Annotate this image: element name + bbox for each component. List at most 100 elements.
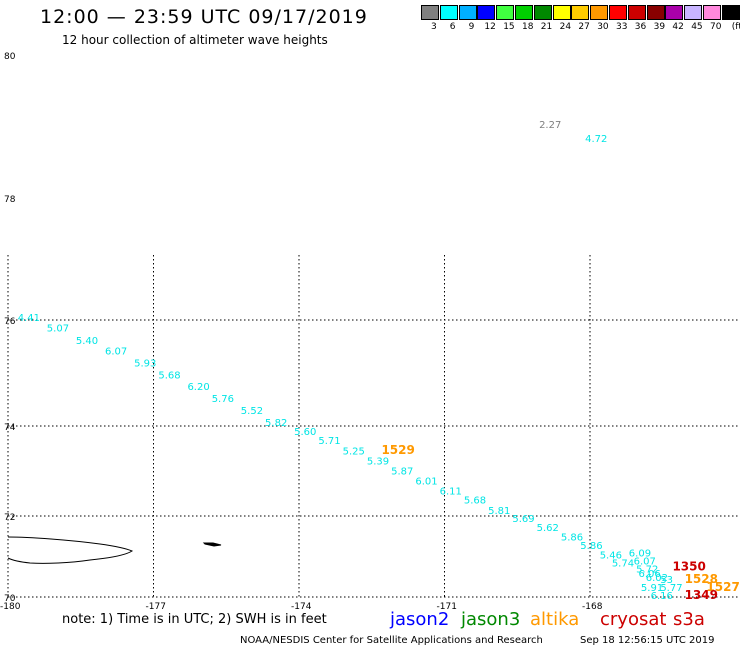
lat-tick-label: 74: [4, 423, 16, 433]
color-scale-label: 15: [503, 22, 515, 32]
swh-value-label: 2.27: [539, 120, 561, 131]
swh-value-label: 5.86: [561, 532, 583, 543]
color-swatch: [552, 5, 571, 20]
color-swatch: [646, 5, 665, 20]
lon-tick-label: -168: [582, 602, 603, 612]
color-swatch: [496, 5, 515, 20]
color-scale-label: 18: [522, 22, 534, 32]
color-swatch: [477, 5, 496, 20]
color-swatch: [533, 5, 552, 20]
legend-altika: altika: [530, 609, 580, 630]
color-swatch: [665, 5, 684, 20]
swh-value-label: 6.09: [629, 549, 651, 560]
lon-tick-label: -171: [437, 602, 457, 612]
color-swatch: [684, 5, 703, 20]
swh-value-label: 5.82: [265, 418, 287, 429]
swh-value-label: 5.81: [488, 506, 510, 517]
color-scale-label: 30: [597, 22, 609, 32]
swh-value-label: 6.01: [415, 477, 437, 488]
lat-tick-label: 76: [4, 317, 16, 327]
swh-value-label: 5.74: [612, 559, 634, 570]
swh-value-label: 5.69: [512, 514, 534, 525]
color-swatch: [439, 5, 458, 20]
swh-value-label: 5.60: [294, 427, 316, 438]
lat-tick-label: 70: [4, 594, 16, 604]
color-scale-label: 42: [672, 22, 684, 32]
color-swatch: [421, 5, 439, 20]
color-scale-label: 70: [710, 22, 722, 32]
swh-value-label: 6.07: [105, 346, 127, 357]
color-scale-label: 3: [431, 22, 437, 32]
color-scale-unit: (ft): [731, 22, 740, 32]
swh-value-label: 5.72: [636, 565, 658, 576]
legend-s3a: s3a: [673, 609, 705, 630]
swh-value-label: 5.93: [134, 359, 156, 370]
color-scale-label: 6: [449, 22, 456, 32]
lat-tick-label: 72: [4, 513, 15, 523]
lon-tick-label: -177: [146, 602, 166, 612]
color-scale-label: 12: [484, 22, 496, 32]
swh-value-label: 5.46: [600, 551, 622, 562]
legend-jason3: jason3: [461, 609, 521, 630]
color-scale-label: 36: [634, 22, 647, 32]
swh-value-label: 5.87: [391, 467, 413, 478]
pass-time-label: 1529: [381, 443, 414, 457]
color-swatch: [721, 5, 740, 20]
swh-value-label: 6.07: [634, 557, 656, 568]
color-scale-label: 45: [691, 22, 703, 32]
page-title: 12:00 — 23:59 UTC 09/17/2019: [40, 6, 368, 28]
swh-value-label: 5.25: [343, 446, 365, 457]
footer-timestamp: Sep 18 12:56:15 UTC 2019: [580, 635, 715, 646]
color-scale-label: 39: [653, 22, 666, 32]
pass-time-label: 1527: [706, 580, 739, 594]
color-swatch: [514, 5, 533, 20]
swh-value-label: 6.11: [440, 486, 462, 497]
swh-value-label: 5.71: [318, 436, 340, 447]
lat-tick-label: 80: [4, 52, 16, 62]
color-scale-label: 24: [559, 22, 572, 32]
swh-value-label: 6.20: [187, 382, 209, 393]
swh-value-label: 5.68: [464, 495, 486, 506]
color-scale-label: 9: [468, 22, 475, 32]
pass-time-label: 1528: [685, 572, 718, 586]
color-scale-label: 33: [616, 22, 628, 32]
note-text: note: 1) Time is in UTC; 2) SWH is in fe…: [62, 612, 327, 627]
swh-value-label: 5.91: [641, 583, 663, 594]
swh-value-label: 53: [660, 575, 673, 586]
color-swatch: [702, 5, 721, 20]
island: [202, 542, 222, 547]
pass-time-label: 1350: [672, 560, 705, 574]
swh-value-label: 4.72: [585, 134, 607, 145]
lat-tick-label: 78: [4, 195, 16, 205]
swh-value-label: 5.52: [241, 406, 263, 417]
color-swatch: [458, 5, 477, 20]
footer-credit: NOAA/NESDIS Center for Satellite Applica…: [240, 635, 543, 646]
swh-value-label: 5.77: [660, 583, 682, 594]
swh-value-label: 5.40: [76, 336, 98, 347]
lon-tick-label: -174: [291, 602, 312, 612]
coastline: [7, 536, 133, 564]
page-subtitle: 12 hour collection of altimeter wave hei…: [62, 33, 328, 47]
swh-value-label: 6.16: [651, 591, 673, 602]
color-swatch: [608, 5, 627, 20]
swh-value-label: 5.76: [212, 394, 234, 405]
swh-value-label: 6.02: [646, 573, 668, 584]
lon-tick-label: -180: [0, 602, 21, 612]
color-scale-label: 21: [540, 22, 553, 32]
color-swatch: [571, 5, 590, 20]
swh-value-label: 5.62: [537, 523, 559, 534]
legend-cryosat: cryosat: [600, 609, 667, 630]
color-swatch: [590, 5, 609, 20]
swh-value-label: 5.39: [367, 456, 389, 467]
color-scale-bar: [421, 5, 740, 20]
legend-jason2: jason2: [390, 609, 450, 630]
color-swatch: [627, 5, 646, 20]
swh-value-label: 4.41: [18, 313, 40, 324]
pass-time-label: 1349: [685, 588, 718, 602]
swh-value-label: 6.06: [639, 569, 661, 580]
swh-value-label: 5.07: [47, 324, 69, 335]
swh-value-label: 5.68: [158, 370, 180, 381]
color-scale-label: 27: [578, 22, 590, 32]
swh-value-label: 5.86: [580, 541, 602, 552]
